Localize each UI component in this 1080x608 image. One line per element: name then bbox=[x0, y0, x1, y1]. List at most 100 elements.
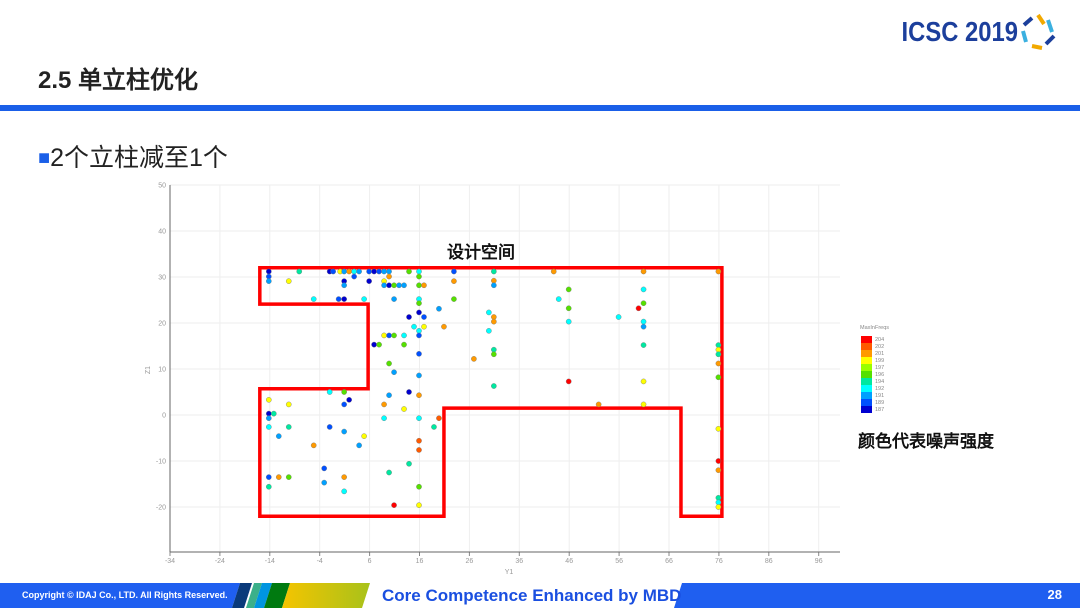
data-point bbox=[416, 392, 422, 399]
data-point bbox=[266, 415, 272, 422]
y-tick-label: 20 bbox=[158, 321, 166, 328]
data-point bbox=[356, 268, 362, 275]
legend-label: 194 bbox=[875, 379, 884, 385]
data-point bbox=[386, 332, 392, 339]
legend-swatch bbox=[861, 371, 872, 378]
data-point bbox=[491, 282, 497, 289]
legend-label: 201 bbox=[875, 351, 884, 357]
design-space-outline bbox=[258, 266, 724, 518]
data-point bbox=[386, 360, 392, 367]
data-point bbox=[391, 332, 397, 339]
data-point bbox=[416, 447, 422, 453]
y-tick-label: -10 bbox=[156, 459, 166, 466]
data-point bbox=[416, 282, 422, 289]
data-point bbox=[266, 268, 272, 275]
data-point bbox=[396, 282, 402, 289]
data-point bbox=[416, 332, 422, 339]
data-point bbox=[371, 341, 377, 348]
design-space-label: 设计空间 bbox=[447, 243, 515, 262]
data-point bbox=[285, 474, 292, 480]
y-tick-label: 40 bbox=[158, 229, 166, 236]
page-number: 28 bbox=[1047, 587, 1062, 602]
data-point bbox=[491, 383, 497, 389]
legend-swatch bbox=[861, 385, 872, 392]
data-point bbox=[640, 378, 647, 385]
bullet-text: 2个立柱减至1个 bbox=[50, 144, 228, 172]
legend-title: MaxInFreqs bbox=[860, 325, 889, 331]
legend-swatch bbox=[861, 364, 872, 371]
data-point bbox=[361, 296, 367, 302]
data-point bbox=[326, 389, 333, 395]
data-point bbox=[555, 296, 562, 302]
data-point bbox=[640, 401, 647, 408]
data-point bbox=[371, 268, 377, 275]
legend-label: 199 bbox=[875, 358, 884, 364]
data-point bbox=[381, 282, 387, 289]
data-point bbox=[640, 342, 647, 348]
data-point bbox=[715, 374, 722, 381]
data-point bbox=[330, 268, 336, 275]
data-point bbox=[451, 278, 457, 284]
data-point bbox=[416, 300, 422, 307]
x-tick-label: 86 bbox=[765, 558, 773, 565]
data-point bbox=[421, 314, 427, 320]
data-point bbox=[321, 465, 327, 472]
data-point bbox=[406, 314, 412, 320]
data-point bbox=[406, 268, 412, 275]
data-point bbox=[266, 483, 272, 490]
color-meaning-label: 颜色代表噪声强度 bbox=[858, 432, 994, 451]
y-tick-label: 30 bbox=[158, 275, 166, 282]
data-point bbox=[406, 389, 412, 395]
data-point bbox=[401, 341, 407, 348]
data-point bbox=[640, 286, 647, 293]
legend-swatch bbox=[861, 406, 872, 413]
data-point bbox=[491, 351, 497, 358]
data-point bbox=[341, 296, 347, 302]
data-point bbox=[341, 474, 347, 480]
data-point bbox=[565, 318, 572, 325]
data-point bbox=[416, 415, 422, 422]
data-point bbox=[361, 433, 367, 439]
data-point bbox=[266, 278, 272, 284]
data-point bbox=[421, 282, 427, 289]
data-point bbox=[341, 428, 347, 435]
data-point bbox=[436, 305, 442, 312]
data-point bbox=[285, 401, 292, 408]
data-point bbox=[366, 268, 372, 275]
x-tick-label: -34 bbox=[165, 558, 175, 565]
data-point bbox=[431, 424, 437, 430]
data-point bbox=[356, 442, 362, 449]
x-axis-label: Y1 bbox=[505, 569, 514, 576]
data-point bbox=[640, 318, 647, 325]
data-point bbox=[381, 401, 387, 408]
logo: ICSC 2019 bbox=[901, 16, 1018, 47]
x-tick-label: -24 bbox=[215, 558, 225, 565]
legend-swatch bbox=[861, 399, 872, 406]
data-point bbox=[565, 378, 572, 385]
data-point bbox=[640, 300, 647, 307]
data-point bbox=[391, 296, 397, 302]
data-point bbox=[640, 268, 647, 275]
legend-label: 191 bbox=[875, 393, 884, 399]
data-point bbox=[335, 296, 342, 302]
data-point bbox=[416, 502, 422, 508]
data-point bbox=[391, 369, 397, 376]
data-point bbox=[346, 268, 352, 275]
data-point bbox=[406, 460, 412, 467]
data-point bbox=[615, 314, 622, 320]
data-point bbox=[381, 332, 387, 339]
data-point bbox=[275, 474, 282, 480]
y-tick-label: 10 bbox=[158, 367, 166, 374]
data-point bbox=[310, 296, 317, 302]
data-point bbox=[386, 469, 392, 476]
data-point bbox=[266, 474, 272, 480]
data-point bbox=[595, 401, 602, 408]
data-point bbox=[275, 433, 282, 439]
data-point bbox=[550, 268, 557, 275]
data-point bbox=[715, 268, 722, 275]
legend-label: 202 bbox=[875, 344, 884, 350]
copyright-text: Copyright © IDAJ Co., LTD. All Rights Re… bbox=[22, 590, 228, 600]
header-divider bbox=[0, 105, 1080, 111]
data-point bbox=[285, 278, 292, 284]
data-point bbox=[486, 328, 492, 334]
